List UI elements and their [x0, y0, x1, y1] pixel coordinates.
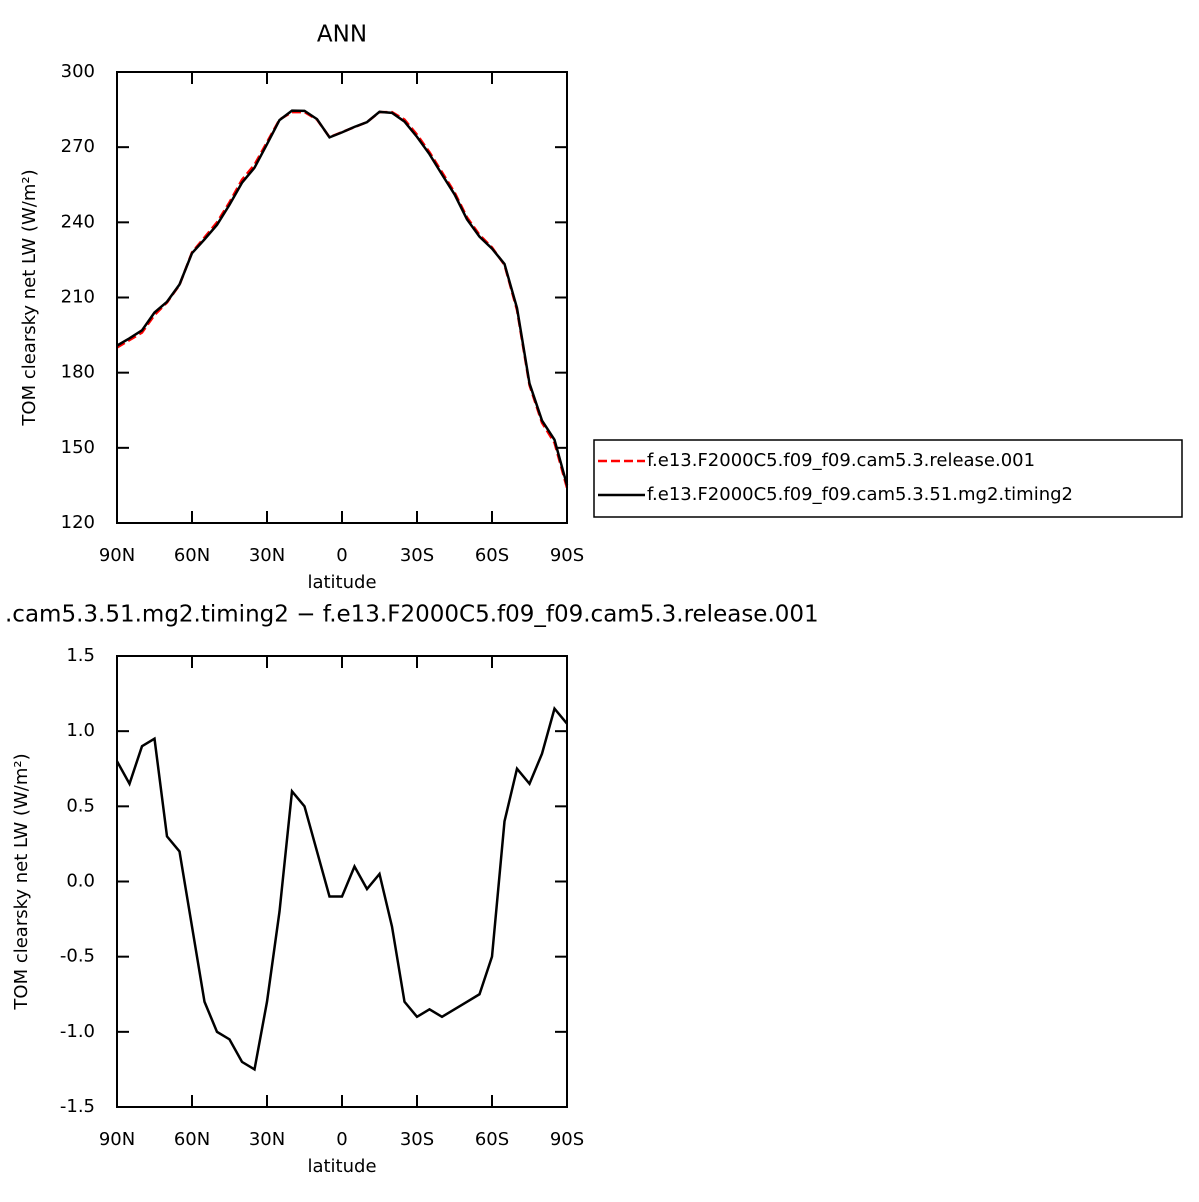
plot-frame — [116, 655, 568, 1108]
x-tick-label: 60S — [475, 545, 509, 566]
x-axis-label: latitude — [307, 1156, 376, 1177]
x-tick-label: 60N — [174, 1129, 210, 1150]
y-tick-label: 180 — [61, 362, 95, 383]
y-tick-label: 120 — [61, 512, 95, 533]
x-tick-label: 90S — [550, 1129, 584, 1150]
legend-label: f.e13.F2000C5.f09_f09.cam5.3.release.001 — [647, 450, 1035, 471]
x-tick-label: 90N — [99, 545, 135, 566]
plot-frame — [116, 71, 568, 524]
chart-title: .cam5.3.51.mg2.timing2 − f.e13.F2000C5.f… — [5, 602, 819, 628]
y-tick-label: -1.5 — [60, 1096, 95, 1117]
x-tick-label: 0 — [336, 545, 347, 566]
y-tick-label: 1.0 — [66, 720, 95, 741]
data-line — [116, 110, 569, 489]
y-tick-label: 0.0 — [66, 871, 95, 892]
x-tick-label: 30N — [249, 545, 285, 566]
x-tick-label: 60S — [475, 1129, 509, 1150]
y-axis-label: TOM clearsky net LW (W/m²) — [11, 753, 32, 1010]
y-tick-label: 270 — [61, 136, 95, 157]
data-line — [115, 705, 568, 1072]
x-tick-label: 30N — [249, 1129, 285, 1150]
x-axis-label: latitude — [307, 572, 376, 593]
y-tick-label: -0.5 — [60, 946, 95, 967]
legend-label: f.e13.F2000C5.f09_f09.cam5.3.51.mg2.timi… — [647, 484, 1073, 505]
x-tick-label: 60N — [174, 545, 210, 566]
x-tick-label: 30S — [400, 1129, 434, 1150]
legend-box — [593, 439, 1183, 518]
x-tick-label: 90N — [99, 1129, 135, 1150]
y-tick-label: 150 — [61, 437, 95, 458]
y-axis-label: TOM clearsky net LW (W/m²) — [19, 169, 40, 426]
x-tick-label: 90S — [550, 545, 584, 566]
y-tick-label: 300 — [61, 61, 95, 82]
chart-title: ANN — [317, 22, 367, 48]
y-tick-label: 210 — [61, 287, 95, 308]
y-tick-label: 1.5 — [66, 645, 95, 666]
y-tick-label: -1.0 — [60, 1021, 95, 1042]
x-tick-label: 30S — [400, 545, 434, 566]
data-line — [116, 109, 569, 486]
x-tick-label: 0 — [336, 1129, 347, 1150]
y-tick-label: 0.5 — [66, 795, 95, 816]
y-tick-label: 240 — [61, 211, 95, 232]
